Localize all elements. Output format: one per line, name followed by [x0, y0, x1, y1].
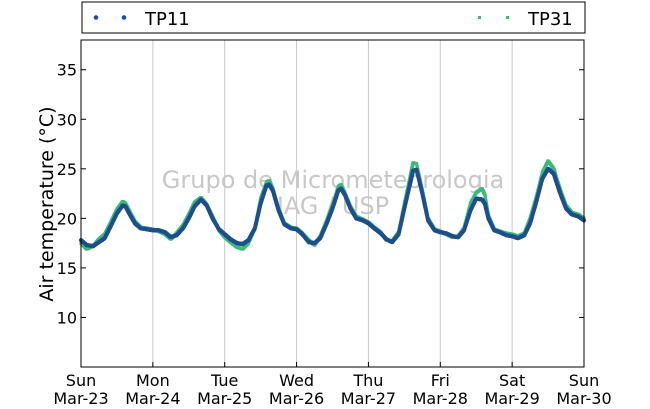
x-tick-label-date: Mar-25: [197, 389, 252, 408]
y-tick-label: 25: [57, 160, 77, 179]
data-point-tp31: [415, 165, 419, 170]
x-tick-label-date: Mar-23: [53, 389, 108, 408]
legend-label-tp11: TP11: [144, 9, 190, 30]
data-point-tp31: [467, 205, 472, 209]
x-axis: SunMar-23MonMar-24TueMar-25WedMar-26ThuM…: [53, 362, 612, 408]
x-tick-label-date: Mar-30: [556, 389, 611, 408]
plot-frame: [80, 39, 585, 368]
series-tp11: [78, 166, 587, 249]
y-axis-label: Air temperature (°C): [36, 106, 58, 301]
x-tick-label-date: Mar-28: [413, 389, 468, 408]
grid: [152, 40, 513, 367]
legend-marker-tp11: [93, 15, 99, 20]
x-tick-label-day: Tue: [210, 371, 238, 390]
legend-label-tp31: TP31: [527, 9, 573, 30]
x-tick-label-date: Mar-24: [125, 389, 180, 408]
x-tick-label-day: Thu: [352, 371, 383, 390]
x-tick-label-day: Sun: [66, 371, 96, 390]
data-point-tp31: [468, 203, 472, 207]
watermark-line-1: Grupo de Micrometeorologia: [162, 166, 504, 194]
x-tick-label-day: Fri: [431, 371, 450, 390]
x-tick-label-day: Wed: [279, 371, 314, 390]
watermark: Grupo de Micrometeorologia IAG / USP: [162, 166, 504, 220]
x-tick-label-day: Mon: [136, 371, 170, 390]
x-tick-label-day: Sat: [499, 371, 525, 390]
data-point-tp31: [540, 173, 544, 177]
data-point-tp31: [415, 164, 419, 168]
data-point-tp31: [414, 162, 419, 166]
legend: TP11 TP31: [81, 1, 586, 34]
y-tick-label: 10: [57, 308, 77, 327]
legend-marker-tp31: [506, 16, 509, 19]
x-tick-label-date: Mar-27: [341, 389, 396, 408]
y-tick-label: 20: [57, 209, 77, 228]
y-tick-label: 15: [57, 259, 77, 278]
y-tick-label: 35: [57, 61, 77, 80]
x-tick-label-day: Sun: [569, 371, 599, 390]
legend-marker-tp31: [478, 16, 481, 19]
x-tick-label-date: Mar-26: [269, 389, 324, 408]
y-tick-label: 30: [57, 110, 77, 129]
x-tick-label-date: Mar-29: [484, 389, 539, 408]
legend-marker-tp11: [121, 15, 127, 20]
legend-box: [81, 1, 586, 34]
y-axis: 10 15 20 25 30 35: [57, 61, 584, 327]
